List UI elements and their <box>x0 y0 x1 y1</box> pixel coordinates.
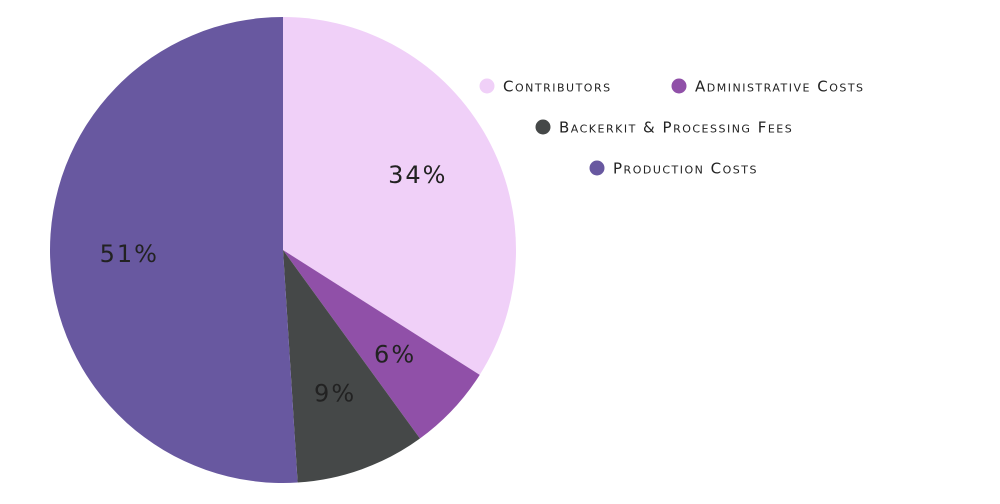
value-label: 6% <box>374 340 416 368</box>
legend-label: Backerkit & Processing Fees <box>559 119 793 137</box>
legend-label: Contributors <box>503 78 612 96</box>
value-label: 34% <box>388 161 447 189</box>
legend-label: Administrative Costs <box>695 78 865 96</box>
pie-slice <box>283 250 420 483</box>
legend-marker <box>589 160 605 176</box>
legend-marker <box>479 78 495 94</box>
pie-slice <box>283 250 480 439</box>
legend-marker <box>535 119 551 135</box>
legend-label: Production Costs <box>613 160 758 178</box>
value-label: 51% <box>100 240 159 268</box>
value-label: 9% <box>314 380 356 408</box>
legend-marker <box>671 78 687 94</box>
pie-slice <box>283 17 516 375</box>
pie-slice <box>50 17 298 483</box>
